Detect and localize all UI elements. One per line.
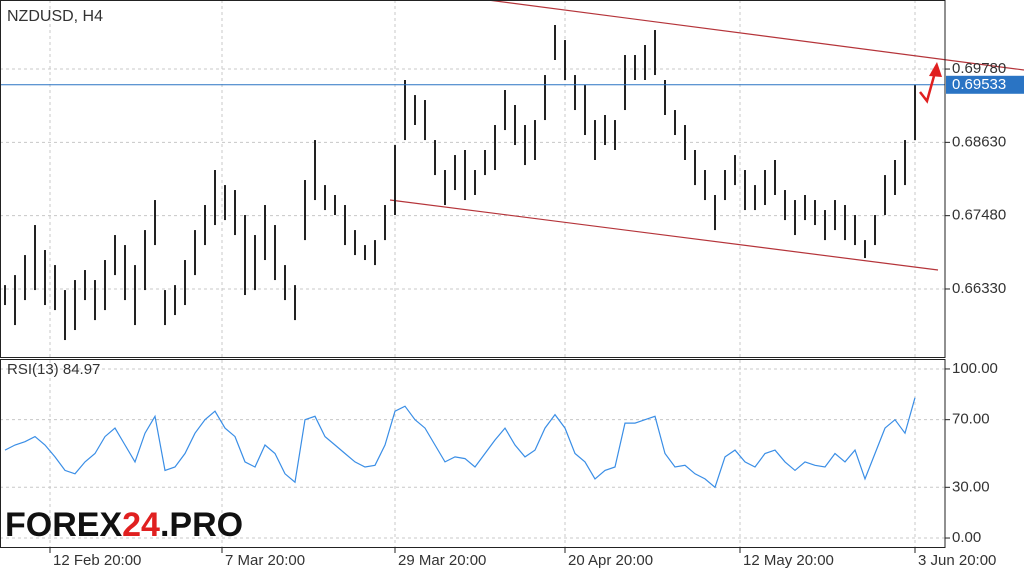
grid <box>0 0 945 548</box>
x-tick-label: 7 Mar 20:00 <box>225 552 305 569</box>
current-price-label: 0.69533 <box>952 76 1006 93</box>
price-frame <box>0 0 946 358</box>
price-title: NZDUSD, H4 <box>7 8 103 25</box>
x-tick-label: 12 May 20:00 <box>743 552 834 569</box>
channel-lower <box>389 199 939 271</box>
current-price-badge <box>946 75 1024 94</box>
x-tick-label: 12 Feb 20:00 <box>53 552 141 569</box>
x-tick-label: 29 Mar 20:00 <box>398 552 486 569</box>
watermark-part: FOREX <box>5 506 122 544</box>
y-tick-label: 0.68630 <box>952 133 1006 150</box>
y-tick-label: 30.00 <box>952 478 990 495</box>
channel-upper <box>487 0 1024 71</box>
x-tick-label: 20 Apr 20:00 <box>568 552 653 569</box>
rsi-title: RSI(13) 84.97 <box>7 361 100 378</box>
y-tick-label: 0.67480 <box>952 207 1006 224</box>
watermark-part: 24 <box>122 506 160 544</box>
y-tick-label: 0.69780 <box>952 60 1006 77</box>
y-tick-label: 70.00 <box>952 411 990 428</box>
y-tick-label: 0.66330 <box>952 280 1006 297</box>
y-tick-label: 100.00 <box>952 360 998 377</box>
x-tick-label: 3 Jun 20:00 <box>918 552 996 569</box>
rsi-line <box>4 397 916 489</box>
forecast-arrow-head <box>929 62 942 77</box>
rsi-frame <box>0 359 946 548</box>
watermark: FOREX24.PRO <box>5 506 243 544</box>
marks <box>0 24 945 489</box>
watermark-part: .PRO <box>160 506 243 544</box>
forecast-arrow <box>919 75 936 104</box>
y-tick-label: 0.00 <box>952 529 981 546</box>
